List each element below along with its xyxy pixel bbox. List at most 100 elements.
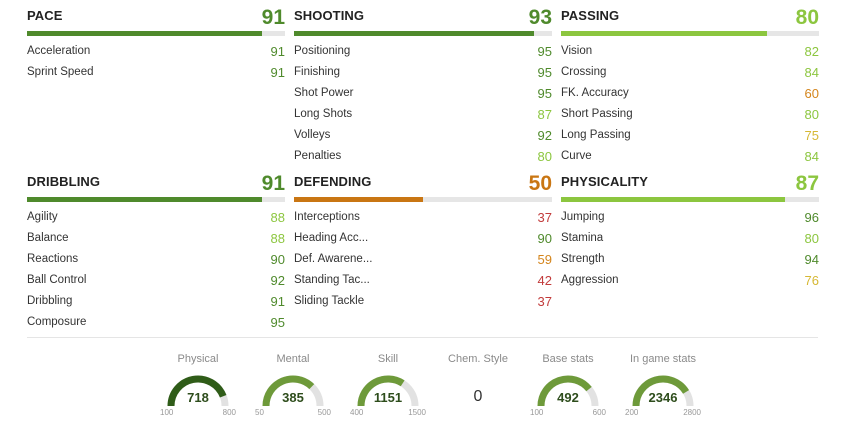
attribute-row: Finishing 95 [294,62,552,83]
stat-mental: Mental 385 50 500 [245,348,341,431]
stat-value: 718 [187,390,209,405]
gauge-max: 800 [222,408,236,417]
category-defending: DEFENDING 50 Interceptions 37 Heading Acc...… [294,166,552,312]
attribute-name: Aggression [561,274,619,286]
attribute-row: Volleys 92 [294,125,552,146]
attribute-row: Vision 82 [561,41,819,62]
attribute-name: Def. Awarene... [294,253,373,265]
gauge-min: 100 [160,408,174,417]
category-name: PHYSICALITY [561,174,649,189]
gauge-fill [167,375,227,407]
category-bar-fill [561,197,786,202]
attribute-name: Heading Acc... [294,232,369,244]
attribute-row: Penalties 80 [294,146,552,167]
attribute-row: Heading Acc... 90 [294,228,552,249]
attribute-row: Aggression 76 [561,270,819,291]
stat-chem-style: Chem. Style 0 [430,348,526,431]
attribute-name: Positioning [294,45,351,57]
category-header: PACE 91 [27,0,285,36]
attribute-list: Positioning 95 Finishing 95 Shot Power 95 Long… [294,41,552,167]
attribute-row: Stamina 80 [561,228,819,249]
attribute-name: Acceleration [27,45,91,57]
category-name: SHOOTING [294,8,365,23]
gauge-icon [262,375,324,407]
attribute-name: Standing Tac... [294,274,370,286]
attribute-name: Agility [27,211,58,223]
attribute-row: Strength 94 [561,249,819,270]
gauge-min: 200 [625,408,639,417]
attribute-row: Interceptions 37 [294,207,552,228]
category-header: SHOOTING 93 [294,0,552,36]
category-header: DRIBBLING 91 [27,166,285,202]
stat-label: Chem. Style [448,353,508,365]
attribute-name: Short Passing [561,108,633,120]
attribute-row: Def. Awarene... 59 [294,249,552,270]
attribute-row: Crossing 84 [561,62,819,83]
attribute-value: 95 [537,86,552,101]
gauge-min: 100 [530,408,544,417]
stat-skill: Skill 1151 400 1500 [340,348,436,431]
stat-label: In game stats [629,353,697,365]
stat-value: 2346 [648,390,678,405]
attribute-name: Finishing [294,66,341,78]
gauge-max: 600 [592,408,606,417]
category-bar-track [27,31,285,36]
attribute-name: Interceptions [294,211,360,223]
gauge-min: 50 [255,408,264,417]
attribute-value: 91 [270,65,285,80]
attribute-value: 75 [804,128,819,143]
gauge-max: 1500 [408,408,426,417]
attribute-list: Vision 82 Crossing 84 FK. Accuracy 60 Short Pa… [561,41,819,167]
category-bar-fill [27,31,262,36]
attribute-value: 95 [270,315,285,330]
attribute-name: Vision [561,45,593,57]
category-value: 91 [261,172,285,195]
gauge-max: 2800 [683,408,701,417]
attribute-name: Balance [27,232,69,244]
attribute-name: Stamina [561,232,604,244]
attribute-row: Shot Power 95 [294,83,552,104]
attribute-value: 80 [804,107,819,122]
stat-label: Skill [377,353,399,365]
attribute-value: 84 [804,149,819,164]
category-bar-track [294,197,552,202]
attribute-value: 96 [804,210,819,225]
attribute-value: 84 [804,65,819,80]
attribute-value: 92 [537,128,552,143]
attribute-list: Acceleration 91 Sprint Speed 91 [27,41,285,83]
attribute-name: Sliding Tackle [294,295,365,307]
category-header: DEFENDING 50 [294,166,552,202]
stat-label: Base stats [542,353,594,365]
attribute-row: Acceleration 91 [27,41,285,62]
attribute-row: Agility 88 [27,207,285,228]
stat-value: 492 [557,390,579,405]
gauge-fill [537,375,592,407]
category-dribbling: DRIBBLING 91 Agility 88 Balance 88 Reactions 90… [27,166,285,333]
attribute-name: Ball Control [27,274,87,286]
category-value: 91 [261,6,285,29]
attribute-value: 82 [804,44,819,59]
attribute-value: 90 [537,231,552,246]
attribute-name: Reactions [27,253,79,265]
attribute-value: 37 [537,210,552,225]
attribute-name: FK. Accuracy [561,87,629,99]
attribute-value: 88 [270,210,285,225]
attribute-row: Reactions 90 [27,249,285,270]
category-bar-fill [27,197,262,202]
category-bar-track [561,31,819,36]
category-name: DRIBBLING [27,174,101,189]
category-header: PASSING 80 [561,0,819,36]
attribute-value: 80 [537,149,552,164]
attribute-value: 87 [537,107,552,122]
attribute-value: 90 [270,252,285,267]
attribute-value: 80 [804,231,819,246]
attribute-value: 95 [537,44,552,59]
attribute-name: Penalties [294,150,342,162]
stat-physical: Physical 718 100 800 [150,348,246,431]
attribute-list: Jumping 96 Stamina 80 Strength 94 Aggression 76 [561,207,819,291]
attribute-value: 37 [537,294,552,309]
gauge-icon [167,375,229,407]
attribute-row: Dribbling 91 [27,291,285,312]
summary-stats: Physical 718 100 800 Mental 385 50 500 Skill 1151… [150,348,720,431]
category-bar-fill [294,197,423,202]
